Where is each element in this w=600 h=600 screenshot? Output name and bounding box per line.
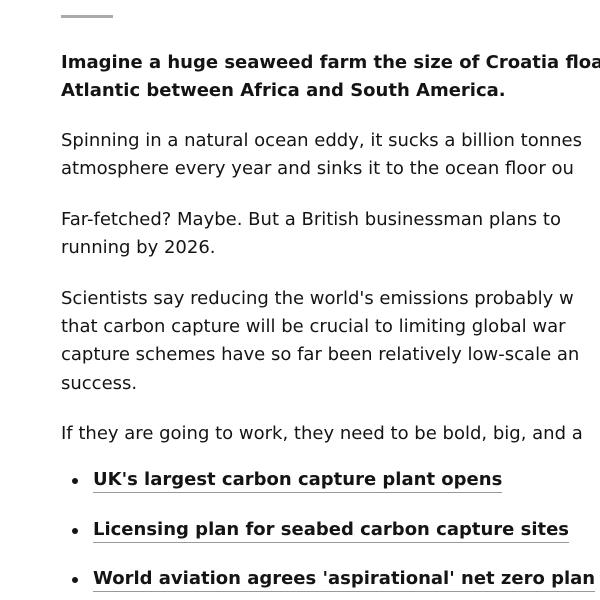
paragraph-line: Scientists say reducing the world's emis… [61, 287, 574, 309]
paragraph-line: that carbon capture will be crucial to l… [61, 316, 566, 337]
related-link[interactable]: Licensing plan for seabed carbon capture… [93, 518, 570, 543]
divider-bar [61, 15, 113, 18]
related-link[interactable]: UK's largest carbon capture plant opens [93, 468, 503, 493]
paragraph-line: running by 2026. [61, 237, 216, 259]
bullet [72, 527, 78, 534]
bullet [72, 577, 78, 583]
paragraph-line: If they are going to work, they need to … [61, 423, 583, 445]
paragraph-line: atmosphere every year and sinks it to th… [61, 158, 574, 180]
paragraph-line: success. [61, 372, 138, 394]
lead-line: Imagine a huge seaweed farm the size of … [61, 52, 600, 73]
paragraph-line: Spinning in a natural ocean eddy, it suc… [61, 130, 582, 151]
related-link[interactable]: World aviation agrees 'aspirational' net… [93, 567, 596, 592]
paragraph-line: Far-fetched? Maybe. But a British busine… [61, 208, 561, 230]
lead-line: Atlantic between Africa and South Americ… [61, 80, 506, 101]
paragraph-line: capture schemes have so far been relativ… [61, 344, 580, 366]
bullet [72, 478, 78, 484]
